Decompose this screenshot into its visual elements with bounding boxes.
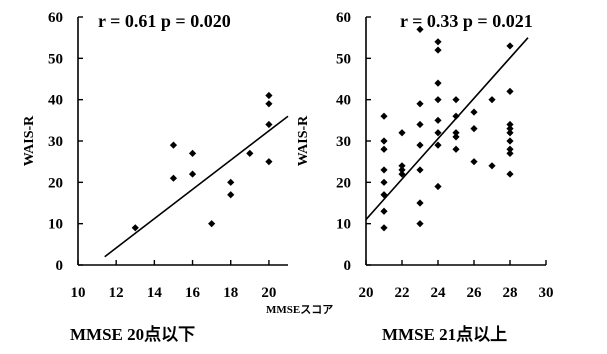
right-x-tick-label: 22 [395, 285, 410, 301]
right-data-point [380, 145, 388, 153]
right-y-tick-label: 10 [336, 217, 351, 233]
left-trend-line [104, 115, 289, 258]
right-data-point [452, 112, 460, 120]
right-data-point [452, 96, 460, 104]
right-data-point [506, 42, 514, 50]
right-data-point [434, 96, 442, 104]
right-data-point [416, 166, 424, 174]
right-stat-annotation: r = 0.33 p = 0.021 [400, 11, 533, 31]
left-x-tick-label: 14 [147, 285, 163, 301]
right-y-tick-label: 30 [336, 134, 351, 150]
right-data-point [470, 125, 478, 133]
right-x-tick-label: 30 [539, 285, 554, 301]
left-y-tick-label: 50 [48, 51, 63, 67]
shared-x-axis-label: MMSEスコア [266, 303, 333, 316]
right-data-point [380, 137, 388, 145]
right-data-point [434, 182, 442, 191]
right-data-point [380, 191, 388, 199]
left-panel-caption: MMSE 20点以下 [70, 325, 196, 344]
right-data-point [452, 145, 460, 153]
right-y-tick-label: 40 [336, 93, 351, 109]
right-data-point [506, 137, 514, 145]
left-y-tick-label: 20 [48, 175, 63, 191]
right-data-point [398, 170, 406, 178]
left-x-tick-label: 12 [109, 285, 124, 301]
left-y-tick-label: 30 [48, 134, 63, 150]
right-data-point [488, 162, 496, 170]
right-data-point [416, 141, 424, 149]
right-data-point [506, 87, 514, 95]
right-data-point [416, 25, 424, 33]
right-data-point [434, 116, 442, 124]
right-x-tick-label: 24 [431, 285, 447, 301]
left-y-tick-label: 40 [48, 93, 63, 109]
right-data-point [434, 129, 442, 137]
right-panel-caption: MMSE 21点以上 [382, 325, 508, 344]
left-data-point [169, 174, 178, 182]
right-data-point [434, 38, 442, 46]
right-y-tick-label: 20 [336, 175, 351, 191]
left-y-axis-label: WAIS-R [22, 115, 37, 166]
right-data-point [470, 108, 478, 116]
right-data-point [506, 149, 514, 157]
right-y-tick-label: 50 [336, 51, 351, 67]
right-data-point [506, 125, 514, 133]
right-y-tick-label: 0 [344, 258, 352, 274]
right-data-point [416, 100, 424, 108]
left-data-point [227, 178, 235, 186]
right-data-point [434, 79, 442, 87]
right-data-point [488, 96, 496, 104]
right-data-point [506, 145, 514, 153]
left-stat-annotation: r = 0.61 p = 0.020 [98, 11, 231, 31]
left-x-tick-label: 10 [71, 285, 86, 301]
right-data-point [506, 120, 514, 129]
left-x-tick-label: 16 [185, 285, 201, 301]
left-data-point [227, 191, 235, 199]
right-data-point [452, 129, 460, 137]
right-data-point [398, 162, 406, 170]
right-y-tick-label: 60 [336, 10, 351, 26]
right-data-point [380, 207, 388, 215]
right-data-point [452, 133, 460, 141]
left-data-point [131, 224, 139, 232]
left-data-point [265, 120, 273, 129]
left-y-tick-label: 60 [48, 10, 63, 26]
right-data-point [416, 199, 424, 207]
right-data-point [434, 46, 442, 54]
right-data-point [380, 178, 388, 186]
left-y-tick-label: 10 [48, 217, 63, 233]
right-data-point [380, 224, 388, 232]
left-x-tick-label: 18 [223, 285, 238, 301]
right-x-tick-label: 26 [467, 285, 483, 301]
right-data-point [470, 158, 478, 166]
left-y-tick-label: 0 [56, 258, 64, 274]
left-x-tick-label: 20 [261, 285, 276, 301]
right-data-point [506, 129, 514, 137]
right-data-point [398, 166, 406, 174]
left-data-point [265, 100, 273, 108]
left-data-point [246, 149, 254, 157]
right-y-axis-label: WAIS-R [296, 115, 311, 166]
left-data-point [188, 149, 197, 157]
left-data-point [265, 91, 273, 100]
right-data-point [380, 166, 388, 174]
right-data-point [506, 170, 514, 178]
left-data-point [188, 170, 197, 178]
right-x-tick-label: 20 [359, 285, 374, 301]
right-data-point [416, 220, 424, 228]
left-data-point [208, 220, 216, 228]
right-data-point [434, 141, 442, 149]
left-data-point [169, 141, 178, 149]
right-data-point [398, 129, 406, 137]
right-data-point [380, 112, 388, 120]
right-trend-line [365, 37, 529, 221]
right-data-point [416, 120, 424, 129]
left-data-point [265, 158, 273, 166]
right-x-tick-label: 28 [503, 285, 518, 301]
